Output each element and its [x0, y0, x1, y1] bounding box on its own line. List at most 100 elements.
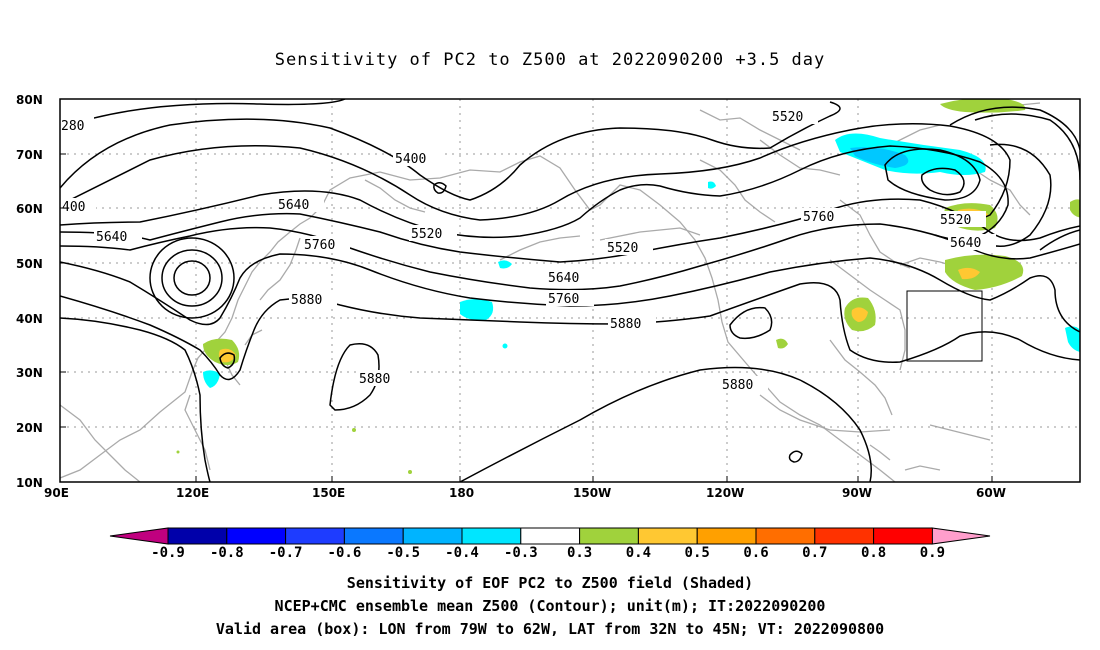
lon-label: 90E [44, 486, 69, 500]
colorbar-tick-label: -0.3 [504, 545, 538, 561]
contour-line [60, 101, 841, 201]
contour-label: 5760 [304, 238, 335, 253]
z500-contours [60, 99, 1080, 482]
colorbar-tick-label: 0.7 [802, 545, 827, 561]
contour-line [788, 450, 803, 463]
caption-line-2: NCEP+CMC ensemble mean Z500 (Contour); u… [274, 597, 826, 615]
colorbar-swatch [696, 527, 757, 545]
contour-closed [884, 148, 981, 201]
contour-line [989, 143, 1052, 247]
contour-label: 5520 [607, 241, 638, 256]
colorbar-tick-label: 0.3 [567, 545, 592, 561]
shade-green-greenland [940, 99, 1026, 113]
shade-green-small-2 [408, 470, 412, 474]
shade-lightblue-northatlantic [850, 147, 909, 168]
axis-ticks [60, 153, 993, 482]
colorbar-swatch [520, 527, 581, 545]
lat-label: 10N [16, 476, 43, 490]
colorbar-swatch [226, 527, 287, 545]
colorbar-tick-label: 0.4 [626, 545, 651, 561]
lon-label: 180 [449, 486, 474, 500]
shade-cyan-hudson [708, 181, 716, 189]
shade-yellow-nova-scotia [958, 267, 980, 280]
lat-label: 70N [16, 148, 43, 162]
contour-label: 400 [62, 200, 85, 215]
plot-title: Sensitivity of PC2 to Z500 at 2022090200… [274, 50, 826, 70]
colorbar-swatch [167, 527, 228, 545]
colorbar-tick-label: -0.6 [328, 545, 362, 561]
contour-line [1039, 229, 1080, 251]
contour-closed [219, 352, 236, 369]
colorbar-tick-label: -0.5 [386, 545, 420, 561]
colorbar-swatch [755, 527, 816, 545]
longitude-labels: 90E 120E 150E 180 150W 120W 90W 60W [44, 486, 1006, 500]
map-border [59, 98, 1081, 483]
contour-closed [433, 182, 447, 194]
colorbar-right-arrow [931, 527, 991, 545]
contour-closed [920, 167, 965, 196]
lat-label: 50N [16, 257, 43, 271]
contour-line [729, 306, 773, 340]
contour-line [459, 366, 872, 482]
contour-line [60, 317, 211, 482]
contour-label: 5880 [291, 293, 322, 308]
shade-yellow-korea [218, 348, 236, 363]
lon-label: 90W [842, 486, 872, 500]
shade-green-small-1 [352, 428, 356, 432]
contour-line [949, 106, 1080, 151]
colorbar-tick-label: 0.9 [920, 545, 945, 561]
shade-green-nova-scotia [945, 254, 1024, 290]
lat-label: 20N [16, 421, 43, 435]
lat-label: 40N [16, 312, 43, 326]
contour-label: 280 [61, 119, 84, 134]
valid-area-box [906, 290, 983, 362]
caption-line-3: Valid area (box): LON from 79W to 62W, L… [215, 620, 885, 638]
colorbar-tick-label: -0.9 [151, 545, 185, 561]
lon-label: 60W [976, 486, 1006, 500]
contour-label: 5880 [359, 372, 390, 387]
colorbar-swatch [814, 527, 875, 545]
contour-closed [173, 260, 211, 296]
lat-label: 30N [16, 366, 43, 380]
contour-line [60, 282, 1080, 381]
colorbar-tick-label: 0.5 [685, 545, 710, 561]
contour-label: 5760 [803, 210, 834, 225]
lon-label: 150W [573, 486, 611, 500]
caption-line-1: Sensitivity of EOF PC2 to Z500 field (Sh… [346, 574, 754, 592]
shade-yellow-great-lakes [851, 307, 868, 322]
colorbar-swatch [579, 527, 639, 545]
colorbar-tick-label: -0.4 [445, 545, 479, 561]
lat-label: 80N [16, 93, 43, 107]
lon-label: 120W [706, 486, 744, 500]
contour-label: 5520 [940, 213, 971, 228]
lon-label: 150E [312, 486, 345, 500]
lat-label: 60N [16, 202, 43, 216]
colorbar-swatch [402, 527, 463, 545]
colorbar-tick-label: -0.7 [269, 545, 303, 561]
shade-cyan-small-pacific [502, 343, 508, 349]
colorbar-swatch [343, 527, 404, 545]
shade-green-europe [1070, 199, 1080, 218]
contour-closed [161, 249, 223, 307]
colorbar-tick-label: -0.8 [210, 545, 244, 561]
contour-line [974, 113, 1080, 181]
contour-line [60, 99, 346, 129]
contour-label: 5640 [950, 236, 981, 251]
colorbar: -0.9 -0.8 -0.7 -0.6 -0.5 -0.4 -0.3 0.3 0.4 0.5 0.6… [109, 527, 991, 561]
shade-cyan-aleutian [498, 260, 512, 269]
shade-cyan-east-atlantic [1065, 326, 1080, 352]
contour-line [329, 343, 380, 411]
shade-green-small-3 [176, 450, 180, 454]
contour-label: 5880 [722, 378, 753, 393]
latitude-labels: 80N 70N 60N 50N 40N 30N 20N 10N [16, 93, 43, 490]
contour-label: 5760 [548, 292, 579, 307]
contour-label: 5520 [772, 110, 803, 125]
contour-line [60, 145, 1009, 241]
colorbar-tick-label: 0.6 [743, 545, 768, 561]
contour-label: 5640 [278, 198, 309, 213]
graticule [60, 99, 1080, 482]
shade-cyan-northatlantic [835, 133, 986, 175]
colorbar-swatch [873, 527, 933, 545]
contour-label: 5520 [411, 227, 442, 242]
